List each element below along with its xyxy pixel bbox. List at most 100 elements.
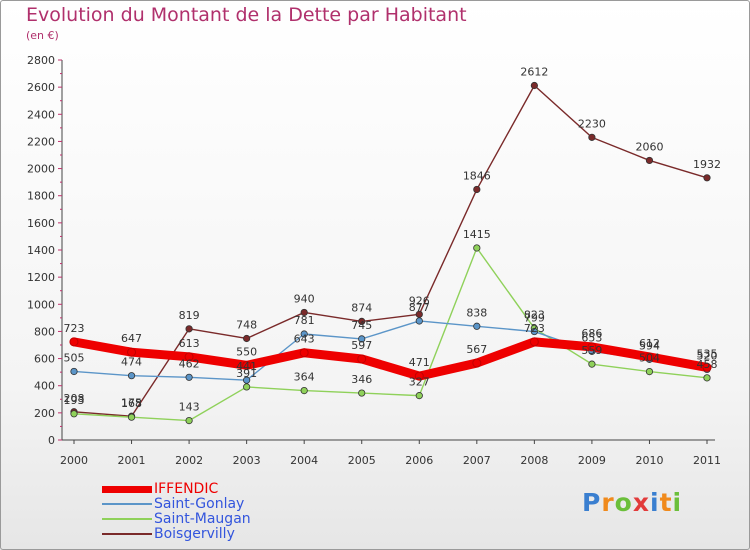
y-tick-label: 1800 [27, 190, 55, 203]
data-point [530, 327, 538, 336]
data-point [473, 185, 481, 194]
legend-swatch [102, 518, 152, 520]
x-tick-label: 2002 [175, 454, 203, 467]
data-point [242, 360, 252, 370]
chart-subtitle: (en €) [26, 29, 59, 42]
logo-letter: i [672, 488, 683, 517]
data-point [588, 360, 596, 368]
y-tick-label: 200 [34, 407, 55, 420]
proxiti-logo: Proxiti [582, 488, 682, 517]
data-label: 823 [524, 308, 545, 321]
data-point [473, 322, 481, 330]
data-point [300, 330, 308, 338]
data-label: 643 [294, 333, 315, 346]
data-label: 175 [121, 396, 142, 409]
series-line [73, 84, 708, 417]
data-label: 748 [236, 318, 257, 331]
data-point [300, 386, 308, 395]
x-tick-label: 2010 [635, 454, 663, 467]
data-label: 745 [351, 319, 372, 332]
y-tick-label: 2200 [27, 135, 55, 148]
data-label: 723 [524, 322, 545, 335]
data-label: 462 [179, 357, 200, 370]
data-label: 594 [639, 339, 660, 352]
logo-letter: r [601, 488, 615, 517]
data-point [185, 373, 193, 381]
data-label: 550 [236, 345, 257, 358]
data-point [415, 392, 423, 400]
data-label: 874 [351, 301, 372, 314]
data-point [702, 362, 712, 372]
data-point [703, 174, 711, 182]
data-point [703, 374, 711, 382]
data-label: 143 [179, 401, 200, 414]
data-point [473, 244, 481, 252]
data-point [185, 325, 193, 333]
data-label: 168 [121, 397, 142, 410]
data-point [70, 367, 78, 376]
data-label: 567 [466, 343, 487, 356]
data-label: 647 [121, 332, 142, 345]
x-tick-label: 2001 [118, 454, 146, 467]
y-tick-label: 1000 [27, 298, 55, 311]
x-tick-label: 2004 [290, 454, 318, 467]
data-label: 2060 [635, 140, 663, 153]
data-point [127, 372, 136, 380]
data-point [644, 352, 654, 362]
data-point [645, 367, 654, 376]
x-tick-label: 2008 [520, 454, 548, 467]
data-label: 364 [294, 371, 315, 384]
data-label: 1846 [463, 169, 491, 182]
data-label: 559 [581, 344, 602, 357]
data-point [358, 317, 366, 325]
data-label: 327 [409, 376, 430, 389]
y-tick-label: 600 [34, 353, 55, 366]
logo-letter: i [650, 488, 660, 517]
logo-letter: o [614, 488, 633, 517]
data-label: 940 [294, 292, 315, 305]
y-tick-label: 1600 [27, 217, 55, 230]
y-tick-label: 2600 [27, 81, 55, 94]
data-label: 799 [524, 312, 545, 325]
data-label: 597 [351, 339, 372, 352]
data-label: 391 [236, 367, 257, 380]
y-tick-label: 800 [34, 325, 55, 338]
data-point [357, 354, 367, 364]
chart-title: Evolution du Montant de la Dette par Hab… [26, 4, 467, 26]
legend-label: Saint-Gonlay [154, 496, 245, 512]
data-label: 653 [581, 331, 602, 344]
legend-swatch [102, 486, 152, 493]
logo-letter: P [582, 488, 602, 517]
data-point [588, 133, 596, 141]
data-label: 613 [179, 337, 200, 350]
x-tick-label: 2000 [60, 454, 88, 467]
series-line [69, 337, 712, 381]
data-point [243, 376, 251, 384]
x-tick-label: 2005 [348, 454, 376, 467]
legend-swatch [102, 533, 152, 535]
data-label: 1415 [463, 228, 491, 241]
data-point [184, 352, 194, 362]
x-tick-label: 2009 [578, 454, 606, 467]
data-point [358, 335, 366, 343]
legend-swatch [102, 503, 152, 505]
y-tick-label: 1200 [27, 271, 55, 284]
y-tick-label: 1400 [27, 244, 55, 257]
y-tick-label: 0 [48, 434, 55, 447]
y-tick-label: 2400 [27, 108, 55, 121]
logo-letter: t [659, 488, 673, 517]
x-tick-label: 2006 [405, 454, 433, 467]
data-point [300, 308, 308, 317]
y-tick-label: 400 [34, 380, 55, 393]
data-label: 208 [64, 392, 85, 405]
data-point [127, 347, 137, 357]
data-label: 926 [409, 294, 430, 307]
data-point [69, 337, 79, 347]
data-point [530, 81, 538, 90]
logo-letter: x [632, 488, 650, 517]
data-label: 2230 [578, 117, 606, 130]
data-label: 535 [697, 347, 718, 360]
data-label: 723 [64, 322, 85, 335]
y-tick-label: 2000 [27, 163, 55, 176]
